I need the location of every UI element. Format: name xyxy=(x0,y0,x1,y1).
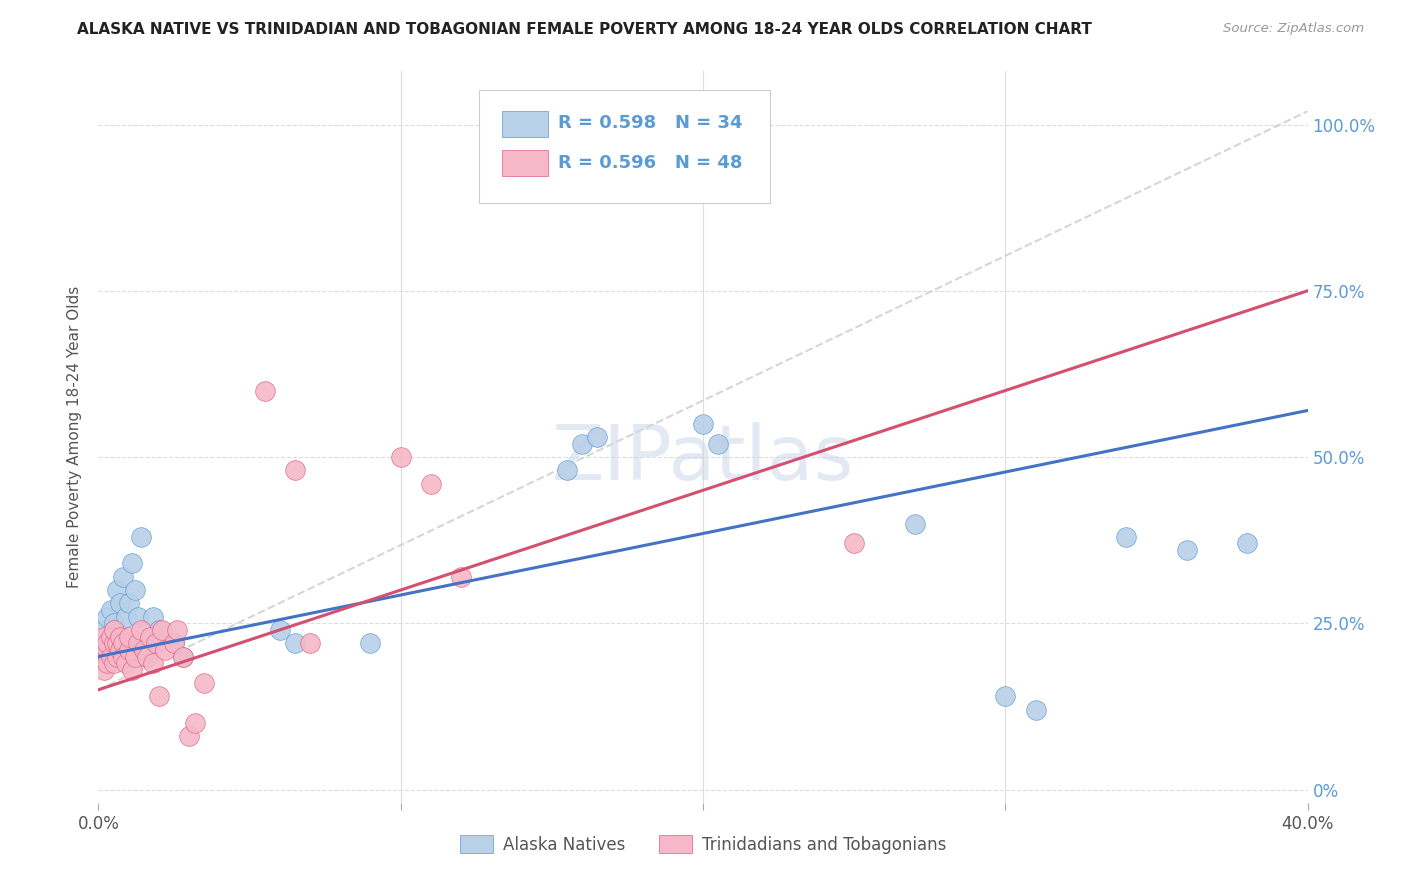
Point xyxy=(103,656,125,670)
Point xyxy=(108,643,131,657)
Point xyxy=(1024,703,1046,717)
Point xyxy=(153,643,176,657)
Point xyxy=(100,603,122,617)
Point xyxy=(707,436,730,450)
Point xyxy=(450,570,472,584)
Point xyxy=(132,636,155,650)
Text: ALASKA NATIVE VS TRINIDADIAN AND TOBAGONIAN FEMALE POVERTY AMONG 18-24 YEAR OLDS: ALASKA NATIVE VS TRINIDADIAN AND TOBAGON… xyxy=(77,22,1092,37)
Point xyxy=(105,582,128,597)
Point xyxy=(103,616,125,631)
Point xyxy=(103,623,125,637)
Point xyxy=(90,636,112,650)
Point xyxy=(142,656,165,670)
Point xyxy=(108,630,131,644)
FancyBboxPatch shape xyxy=(502,111,548,137)
Point xyxy=(124,582,146,597)
Point xyxy=(93,623,115,637)
Point xyxy=(124,649,146,664)
Point xyxy=(193,676,215,690)
Point xyxy=(145,636,167,650)
Point xyxy=(904,516,927,531)
Point xyxy=(105,636,128,650)
Point xyxy=(93,643,115,657)
Point xyxy=(118,643,141,657)
Point xyxy=(142,609,165,624)
Point xyxy=(179,729,201,743)
Point xyxy=(284,463,307,477)
Point xyxy=(1236,536,1258,550)
FancyBboxPatch shape xyxy=(502,150,548,176)
Point xyxy=(96,636,118,650)
Point xyxy=(150,623,173,637)
Point xyxy=(100,649,122,664)
Point xyxy=(148,690,170,704)
Point xyxy=(118,596,141,610)
Point xyxy=(93,630,115,644)
Point xyxy=(96,643,118,657)
Point xyxy=(96,656,118,670)
Point xyxy=(118,630,141,644)
Point xyxy=(586,430,609,444)
Point xyxy=(114,656,136,670)
Point xyxy=(100,630,122,644)
Point xyxy=(360,636,382,650)
Y-axis label: Female Poverty Among 18-24 Year Olds: Female Poverty Among 18-24 Year Olds xyxy=(67,286,83,588)
Point xyxy=(844,536,866,550)
Point xyxy=(692,417,714,431)
Point xyxy=(1175,543,1198,558)
Point xyxy=(571,436,593,450)
Point xyxy=(121,663,143,677)
Point xyxy=(139,630,162,644)
Point xyxy=(114,609,136,624)
Point xyxy=(121,557,143,571)
Point xyxy=(253,384,276,398)
Point xyxy=(299,636,322,650)
Point xyxy=(105,649,128,664)
Point xyxy=(269,623,291,637)
Point xyxy=(148,623,170,637)
Point xyxy=(129,530,152,544)
Text: R = 0.598   N = 34: R = 0.598 N = 34 xyxy=(558,114,742,132)
Text: Source: ZipAtlas.com: Source: ZipAtlas.com xyxy=(1223,22,1364,36)
Point xyxy=(111,636,134,650)
Point xyxy=(135,649,157,664)
Point xyxy=(184,716,207,731)
Legend: Alaska Natives, Trinidadians and Tobagonians: Alaska Natives, Trinidadians and Tobagon… xyxy=(453,829,953,860)
Point xyxy=(555,463,578,477)
Point xyxy=(172,649,194,664)
Point xyxy=(111,570,134,584)
Point xyxy=(111,649,134,664)
Point xyxy=(284,636,307,650)
Point xyxy=(135,649,157,664)
Point xyxy=(163,636,186,650)
Point xyxy=(103,636,125,650)
Point xyxy=(994,690,1017,704)
Point xyxy=(163,636,186,650)
Point xyxy=(420,476,443,491)
Point xyxy=(540,118,562,132)
Point xyxy=(172,649,194,664)
Point xyxy=(129,623,152,637)
Text: R = 0.596   N = 48: R = 0.596 N = 48 xyxy=(558,153,742,172)
Point xyxy=(166,623,188,637)
Point xyxy=(108,596,131,610)
FancyBboxPatch shape xyxy=(479,90,769,203)
Point xyxy=(93,663,115,677)
Point xyxy=(90,649,112,664)
Point xyxy=(132,643,155,657)
Text: ZIPatlas: ZIPatlas xyxy=(551,422,855,496)
Point xyxy=(1115,530,1137,544)
Point xyxy=(96,609,118,624)
Point xyxy=(90,636,112,650)
Point xyxy=(127,609,149,624)
Point xyxy=(389,450,412,464)
Point xyxy=(127,636,149,650)
